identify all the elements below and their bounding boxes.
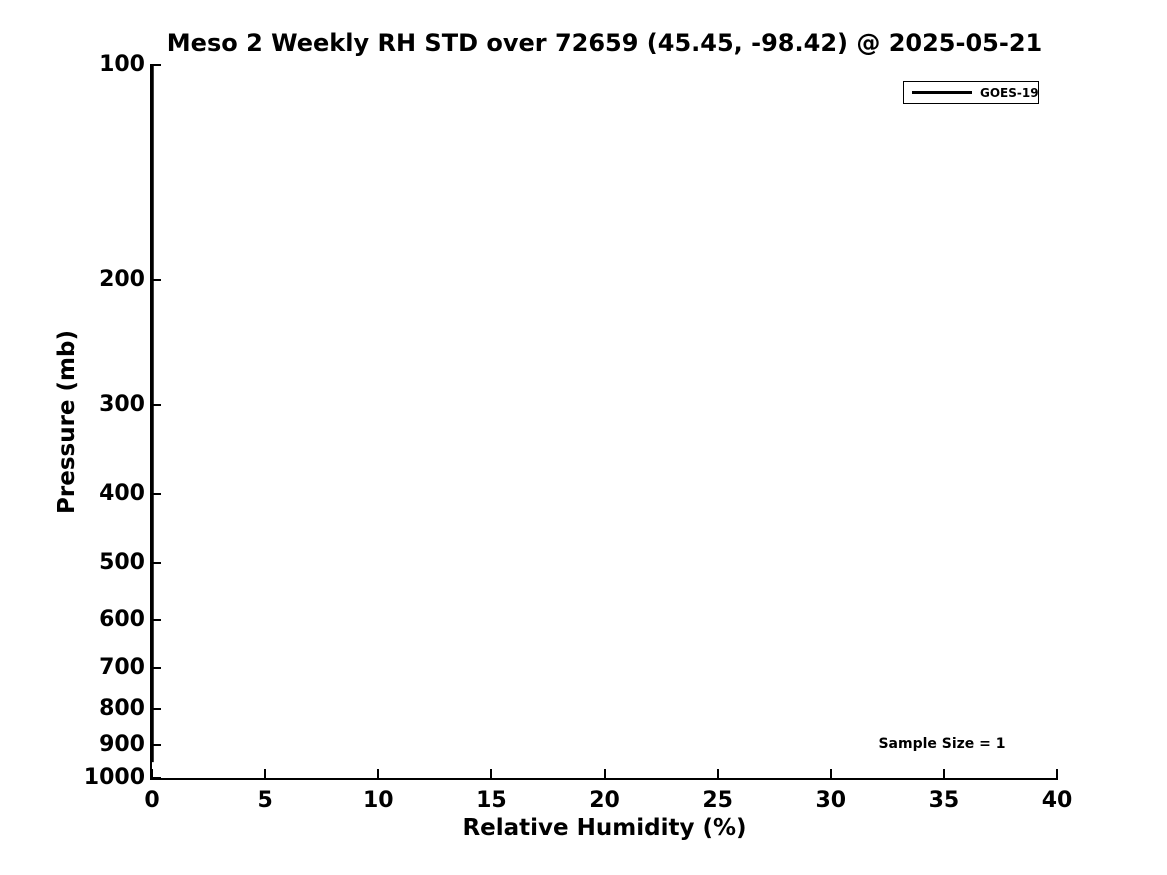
y-axis-label: Pressure (mb) [54,330,80,514]
y-tick-mark [152,707,161,710]
x-axis-label: Relative Humidity (%) [462,815,747,841]
y-tick-label: 700 [99,654,145,680]
x-tick-label: 0 [144,788,160,813]
x-tick-label: 25 [702,788,733,813]
y-tick-mark [152,278,161,281]
plot-area [150,65,1057,778]
x-tick-label: 40 [1041,788,1073,813]
x-tick-mark [829,769,832,778]
x-tick-label: 10 [362,788,394,813]
legend-line-swatch [912,91,972,94]
y-tick-mark [152,562,161,565]
y-tick-label: 500 [99,550,145,576]
x-tick-mark [603,769,606,778]
x-tick-mark [264,769,267,778]
x-tick-mark [151,769,153,778]
x-tick-mark [490,769,493,778]
x-tick-label: 5 [257,788,273,813]
y-tick-label: 1000 [83,765,145,790]
y-tick-mark [152,618,161,621]
y-tick-mark [152,744,161,747]
y-tick-label: 800 [99,695,145,721]
x-tick-label: 30 [815,788,847,813]
y-tick-label: 600 [99,606,145,632]
x-tick-mark [377,769,380,778]
x-tick-mark [716,769,719,778]
y-tick-label: 300 [99,392,145,418]
y-tick-mark [152,493,161,496]
x-tick-label: 15 [476,788,507,813]
sample-size-annotation: Sample Size = 1 [878,736,1006,752]
legend: GOES-19 [903,81,1039,104]
y-tick-label: 200 [99,266,145,292]
y-tick-mark [152,404,161,407]
x-tick-mark [942,769,945,778]
x-tick-label: 35 [928,788,960,813]
x-axis-spine [150,778,1058,780]
chart-title: Meso 2 Weekly RH STD over 72659 (45.45, … [166,29,1043,57]
y-tick-label: 400 [99,481,145,507]
x-tick-mark [1056,769,1058,778]
y-tick-mark [152,666,161,669]
y-tick-label: 100 [99,52,145,77]
x-tick-label: 20 [589,788,620,813]
legend-label: GOES-19 [980,85,1039,100]
y-tick-mark [152,64,161,66]
y-tick-mark [152,777,161,779]
data-series-line [150,65,154,763]
y-tick-label: 900 [99,732,145,758]
